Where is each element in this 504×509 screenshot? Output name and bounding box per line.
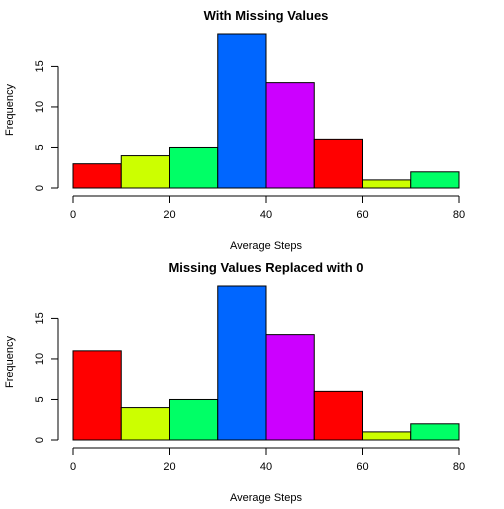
bar-bin-3 xyxy=(217,33,267,189)
x-tick-label: 80 xyxy=(453,461,465,473)
y-tick-label: 15 xyxy=(34,312,46,324)
histogram-panel-missing-values: With Missing Values Average Steps Freque… xyxy=(4,8,465,252)
y-axis-label: Frequency xyxy=(4,336,16,388)
chart-title: With Missing Values xyxy=(204,8,329,23)
x-tick-label: 40 xyxy=(260,461,272,473)
bar-bin-0 xyxy=(72,163,122,189)
y-tick-label: 5 xyxy=(34,396,46,402)
bar-bin-1 xyxy=(120,407,170,441)
y-tick-label: 10 xyxy=(34,353,46,365)
x-tick-label: 60 xyxy=(356,461,368,473)
bar-bin-6 xyxy=(362,179,412,189)
x-tick-label: 40 xyxy=(260,209,272,221)
bar-bin-4 xyxy=(265,334,315,441)
bars xyxy=(72,33,460,189)
histogram-panel-replaced-with-zero: Missing Values Replaced with 0 Average S… xyxy=(4,260,465,504)
y-tick-label: 5 xyxy=(34,144,46,150)
bar-bin-2 xyxy=(169,398,219,441)
x-axis: 0 20 40 60 80 xyxy=(70,447,465,473)
chart-title: Missing Values Replaced with 0 xyxy=(168,260,363,275)
bar-bin-3 xyxy=(217,285,267,441)
x-axis-label: Average Steps xyxy=(230,240,302,252)
y-tick-label: 15 xyxy=(34,60,46,72)
x-axis-label: Average Steps xyxy=(230,492,302,504)
x-tick-label: 20 xyxy=(163,209,175,221)
x-tick-label: 20 xyxy=(163,461,175,473)
bar-bin-1 xyxy=(120,155,170,189)
bar-bin-7 xyxy=(410,171,460,189)
bar-bin-7 xyxy=(410,423,460,441)
bar-bin-5 xyxy=(313,138,363,189)
y-tick-label: 0 xyxy=(34,185,46,191)
x-axis: 0 20 40 60 80 xyxy=(70,195,465,221)
y-tick-label: 10 xyxy=(34,101,46,113)
y-axis: 0 5 10 15 xyxy=(34,312,59,443)
y-axis-label: Frequency xyxy=(4,84,16,136)
bar-bin-2 xyxy=(169,146,219,189)
y-axis: 0 5 10 15 xyxy=(34,60,59,191)
y-tick-label: 0 xyxy=(34,437,46,443)
bar-bin-6 xyxy=(362,431,412,441)
x-tick-label: 60 xyxy=(356,209,368,221)
bars xyxy=(72,285,460,441)
bar-bin-4 xyxy=(265,82,315,189)
bar-bin-5 xyxy=(313,390,363,441)
x-tick-label: 0 xyxy=(70,461,76,473)
x-tick-label: 0 xyxy=(70,209,76,221)
bar-bin-0 xyxy=(72,350,122,441)
x-tick-label: 80 xyxy=(453,209,465,221)
